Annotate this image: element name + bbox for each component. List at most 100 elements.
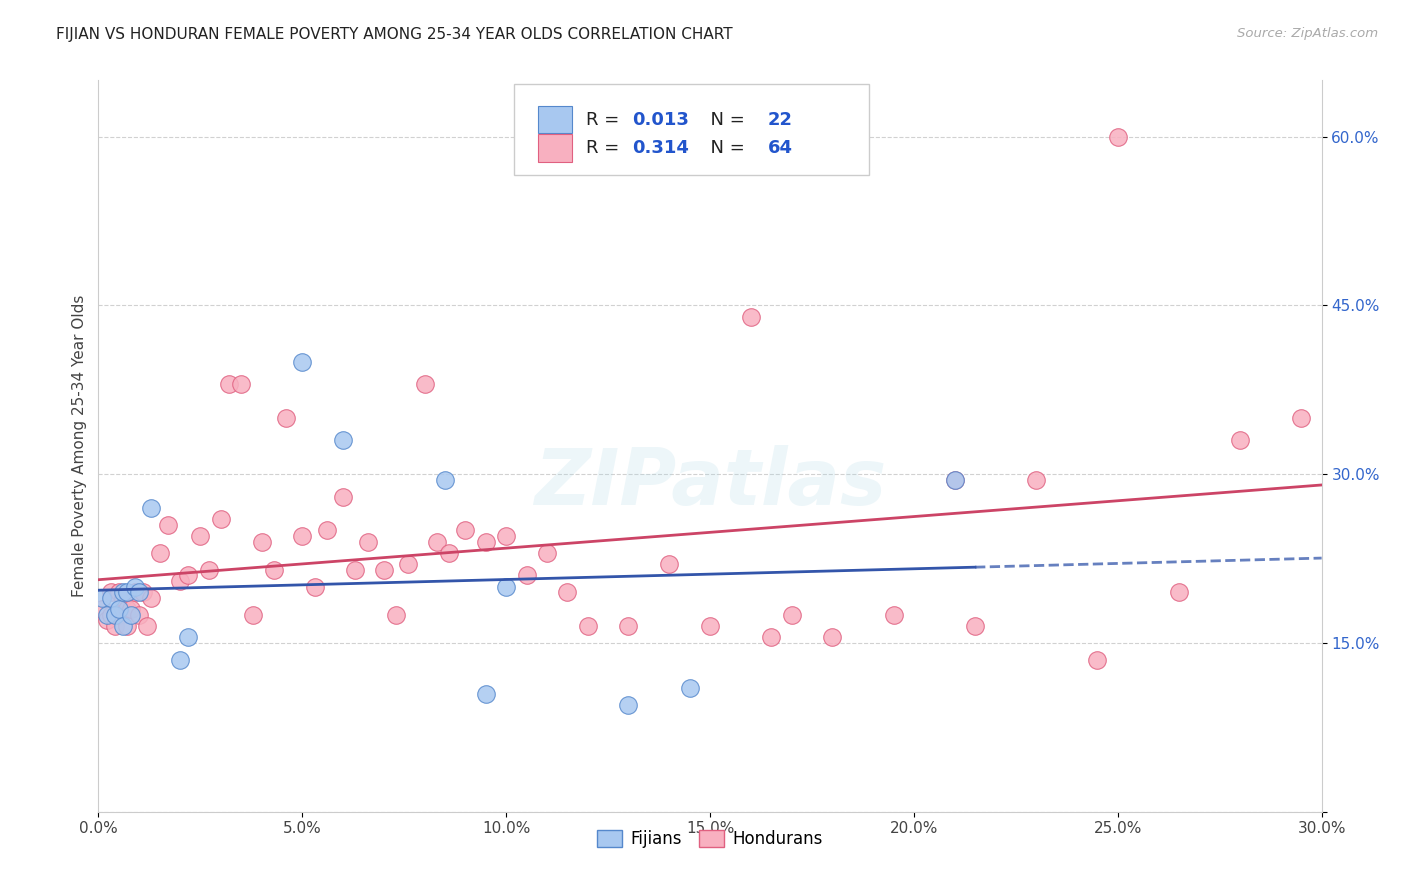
Point: [96, 614, 118, 628]
Point: [291, 529, 314, 543]
Text: R =: R =: [586, 139, 626, 157]
Text: ZIPatlas: ZIPatlas: [534, 444, 886, 521]
Point: [740, 310, 762, 324]
Point: [883, 607, 905, 622]
Point: [169, 574, 191, 588]
Point: [100, 585, 122, 599]
FancyBboxPatch shape: [537, 135, 572, 162]
Text: N =: N =: [699, 139, 751, 157]
Point: [124, 585, 146, 599]
Point: [108, 607, 131, 622]
Text: 22: 22: [768, 111, 793, 128]
Point: [679, 681, 702, 695]
Text: N =: N =: [699, 111, 751, 128]
Point: [576, 619, 599, 633]
Point: [943, 473, 966, 487]
FancyBboxPatch shape: [537, 105, 572, 134]
Point: [197, 563, 219, 577]
Text: 0.314: 0.314: [631, 139, 689, 157]
Point: [108, 602, 131, 616]
Point: [699, 619, 721, 633]
Point: [396, 557, 419, 571]
Point: [474, 534, 498, 549]
Text: 0.013: 0.013: [631, 111, 689, 128]
Legend: Fijians, Hondurans: Fijians, Hondurans: [591, 823, 830, 855]
Point: [821, 630, 844, 644]
Point: [536, 546, 558, 560]
Point: [344, 563, 367, 577]
Point: [965, 619, 987, 633]
Point: [385, 607, 408, 622]
Point: [128, 607, 150, 622]
Point: [1107, 129, 1129, 144]
Point: [104, 619, 127, 633]
Point: [218, 377, 240, 392]
Point: [780, 607, 803, 622]
Text: Source: ZipAtlas.com: Source: ZipAtlas.com: [1237, 27, 1378, 40]
Point: [617, 698, 640, 712]
Point: [250, 534, 273, 549]
Point: [454, 524, 477, 538]
Point: [91, 591, 114, 605]
Text: R =: R =: [586, 111, 626, 128]
Point: [209, 512, 232, 526]
Point: [141, 500, 163, 515]
Point: [96, 607, 118, 622]
Point: [555, 585, 579, 599]
Point: [1229, 434, 1251, 448]
Point: [437, 546, 460, 560]
Point: [356, 534, 378, 549]
Point: [1025, 473, 1047, 487]
Point: [943, 473, 966, 487]
Y-axis label: Female Poverty Among 25-34 Year Olds: Female Poverty Among 25-34 Year Olds: [72, 295, 87, 597]
Point: [658, 557, 681, 571]
Point: [413, 377, 436, 392]
Point: [474, 687, 498, 701]
Point: [291, 354, 314, 368]
FancyBboxPatch shape: [515, 84, 869, 176]
Point: [120, 607, 142, 622]
Point: [156, 517, 179, 532]
Point: [263, 563, 285, 577]
Point: [426, 534, 449, 549]
Point: [149, 546, 172, 560]
Point: [111, 619, 134, 633]
Point: [761, 630, 783, 644]
Point: [132, 585, 155, 599]
Point: [1085, 653, 1108, 667]
Point: [495, 529, 517, 543]
Point: [115, 619, 138, 633]
Point: [495, 580, 517, 594]
Point: [373, 563, 395, 577]
Point: [91, 602, 114, 616]
Point: [177, 630, 200, 644]
Text: 64: 64: [768, 139, 793, 157]
Point: [1167, 585, 1189, 599]
Point: [136, 619, 159, 633]
Point: [332, 490, 354, 504]
Point: [111, 585, 134, 599]
Point: [120, 602, 142, 616]
Point: [141, 591, 163, 605]
Point: [100, 591, 122, 605]
Point: [242, 607, 264, 622]
Point: [304, 580, 326, 594]
Point: [111, 591, 134, 605]
Point: [231, 377, 253, 392]
Point: [169, 653, 191, 667]
Point: [617, 619, 640, 633]
Point: [315, 524, 337, 538]
Text: FIJIAN VS HONDURAN FEMALE POVERTY AMONG 25-34 YEAR OLDS CORRELATION CHART: FIJIAN VS HONDURAN FEMALE POVERTY AMONG …: [56, 27, 733, 42]
Point: [108, 585, 131, 599]
Point: [177, 568, 200, 582]
Point: [516, 568, 538, 582]
Point: [100, 607, 122, 622]
Point: [115, 585, 138, 599]
Point: [1291, 410, 1313, 425]
Point: [188, 529, 212, 543]
Point: [128, 585, 150, 599]
Point: [434, 473, 457, 487]
Point: [115, 602, 138, 616]
Point: [332, 434, 354, 448]
Point: [274, 410, 297, 425]
